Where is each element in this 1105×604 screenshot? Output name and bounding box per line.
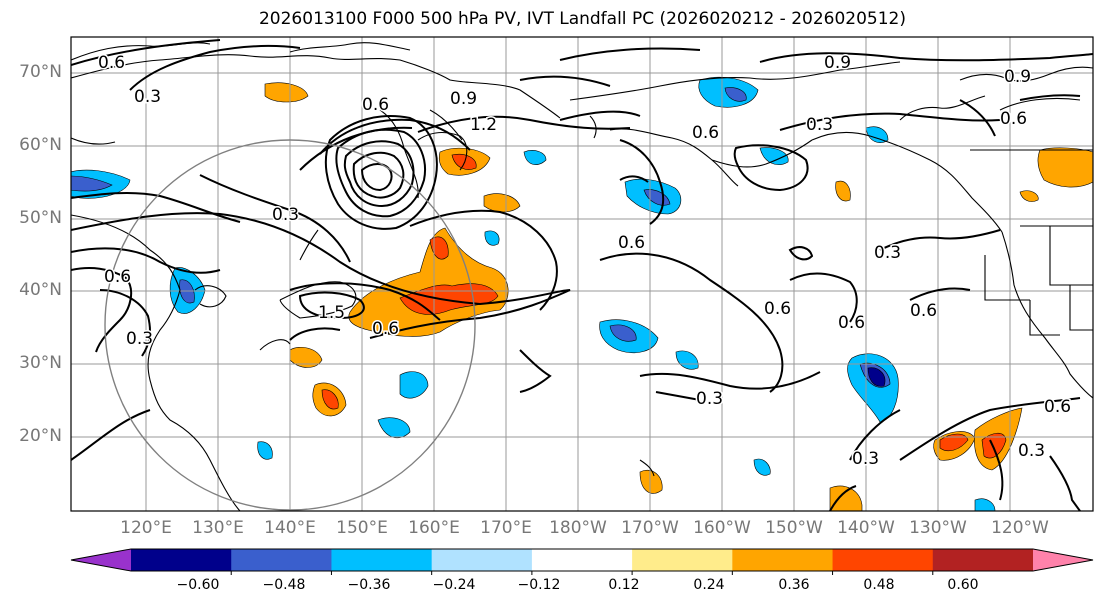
colorbar-swatch [832,549,934,571]
colorbar-swatch [932,549,1034,571]
radius-circle [104,139,476,511]
map-frame [70,36,1094,512]
lon-label: 150°W [765,518,823,538]
contour-label: 1.2 [470,115,497,135]
colorbar-tick-label: −0.60 [176,577,220,593]
contour-label: 0.6 [764,299,791,319]
contour-label: 0.3 [1018,441,1045,461]
contour-label: 0.9 [450,89,477,109]
contour-label: 0.6 [838,313,865,333]
lon-label: 170°W [621,518,679,538]
contour-label: 0.6 [372,319,399,339]
lat-label: 30°N [19,353,62,373]
contour-label: 1.5 [318,303,345,323]
colorbar-tick-label: −0.36 [347,577,391,593]
contour-labels: 0.6 0.3 0.6 0.9 1.2 0.9 0.3 0.9 0.6 0.6 … [97,52,1073,471]
contour-label: 0.3 [134,87,161,107]
colorbar-tick-label: −0.48 [262,577,306,593]
colorbar-swatch [732,549,834,571]
contour-label: 0.3 [874,243,901,263]
contour-label: 0.3 [852,449,879,469]
lat-label: 60°N [19,135,62,155]
lat-label: 20°N [19,426,62,446]
colorbar-tick-label: 0.12 [608,577,640,593]
lon-label: 120°W [991,518,1049,538]
colorbar-swatch [231,549,332,571]
colorbar-swatch [131,549,232,571]
contour-label: 0.6 [910,301,937,321]
contour-label: 0.6 [1044,397,1071,417]
colorbar-tick-label: 0.36 [778,577,810,593]
colorbar-swatch [331,549,433,571]
colorbar-ticks [230,571,934,575]
colorbar-outline [70,548,1094,572]
colorbar-extend-high [1033,549,1093,571]
lon-label: 140°E [264,518,316,538]
colorbar-tick-label: −0.24 [432,577,476,593]
contour-label: 0.9 [1004,67,1031,87]
contour-label: 0.3 [806,115,833,135]
contour-label: 0.6 [362,95,389,115]
colorbar-swatches [70,548,1094,572]
contour-label: 0.6 [104,267,131,287]
colorbar-swatch [431,549,533,571]
lon-label: 160°W [693,518,751,538]
colorbar-swatch [531,549,633,571]
lon-label: 130°W [909,518,967,538]
colorbar-extend-low [71,549,131,571]
colorbar-tick-label: 0.24 [693,577,725,593]
colorbar-tick-label: 0.60 [947,577,979,593]
contour-label: 0.3 [696,389,723,409]
contour-label: 0.6 [692,123,719,143]
contour-label: 0.3 [272,205,299,225]
lon-label: 130°E [192,518,244,538]
colorbar-tick-label: −0.12 [517,577,561,593]
lon-label: 150°E [336,518,388,538]
lon-label: 140°W [837,518,895,538]
lon-label: 120°E [120,518,172,538]
contour-label: 0.9 [824,53,851,73]
lat-label: 40°N [19,280,62,300]
lon-label: 160°E [408,518,460,538]
contour-label: 0.6 [98,53,125,73]
figure-title: 2026013100 F000 500 hPa PV, IVT Landfall… [258,9,906,29]
contour-label: 0.6 [1000,109,1027,129]
lat-label: 70°N [19,62,62,82]
lat-label: 50°N [19,208,62,228]
contour-label: 0.3 [126,329,153,349]
contour-label: 0.6 [618,233,645,253]
colorbar-tick-label: 0.48 [863,577,895,593]
lon-label: 170°E [480,518,532,538]
lon-label: 180°W [549,518,607,538]
colorbar-swatch [632,549,733,571]
pv-contours [71,39,1093,511]
coastlines [71,42,1093,511]
